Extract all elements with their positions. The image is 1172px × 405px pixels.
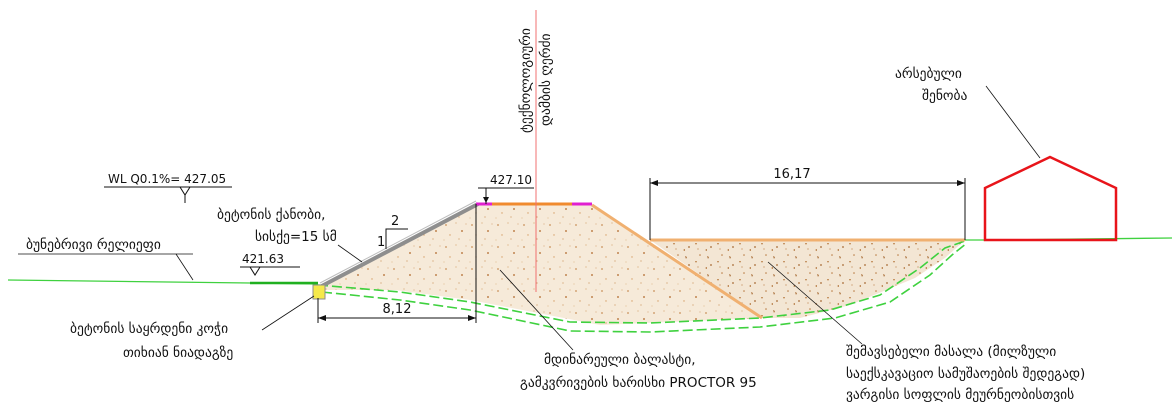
ballast-label-2: გამკვრივების ხარისხი PROCTOR 95 [520,374,757,391]
ballast-leader [499,269,574,351]
dim-fill-width-arrow-left [650,180,658,186]
backfill-label-1: შემავსებელი მასალა (მილზული [846,344,1056,360]
natural-relief-leader-tail [175,253,194,281]
ballast-embankment [318,205,762,325]
toe-footing [312,284,326,300]
slope-protection-label-1: ბეტონის ქანობი, [217,207,325,223]
dim-base-width-arrow-right [468,315,476,321]
toe-footing-label-2: თიხიან ნიადაგზე [123,345,233,361]
wl-level-label: WL Q0.1%= 427.05 [108,172,226,186]
toe-footing-leader [261,295,315,331]
slope-ratio-v: 1 [377,235,385,250]
dim-fill-width-arrow-right [957,180,965,186]
toe-level-label: 421.63 [242,252,284,266]
ballast-label-1: მდინარეული ბალასტი, [544,351,696,368]
axis-label-2: დამბის ღერძი [537,33,554,126]
crest-level-label: 427.10 [490,173,532,187]
existing-building-label-2: შენობა [922,88,967,104]
toe-level-marker [249,266,261,276]
slope-ratio-marker [385,228,408,249]
excavation-line-lower [321,242,968,333]
dim-base-width-arrow-left [318,315,326,321]
axis-label-1: ტექნოლოგიური [517,28,534,133]
excavation-line-upper [317,240,966,324]
natural-relief-label: ბუნებრივი რელიეფი [26,236,161,253]
slope-protection-label-2: სისქე=15 სმ [255,229,337,245]
backfill-area [650,240,965,318]
slope-ratio-h: 2 [391,214,399,229]
backfill-label-3: ვარგისი სოფლის მეურნეობისთვის [846,386,1074,403]
existing-building-label-1: არსებული [895,65,962,82]
existing-building-leader [985,85,1041,159]
concrete-slope-edge [319,200,477,284]
backfill-label-2: საექსკავაციო სამუშაოების შედეგად) [846,366,1085,382]
concrete-slope [317,202,479,290]
right-slope [591,203,763,320]
backfill-leader [767,261,863,345]
existing-building [983,155,1118,242]
crest-level-marker [483,197,489,203]
wl-level-marker [179,186,191,196]
base-width-label: 8,12 [383,302,412,317]
toe-footing-label-1: ბეტონის საყრდენი კოჭი [70,320,228,337]
slope-protection-leader [337,244,363,263]
fill-width-label: 16,17 [773,167,810,182]
